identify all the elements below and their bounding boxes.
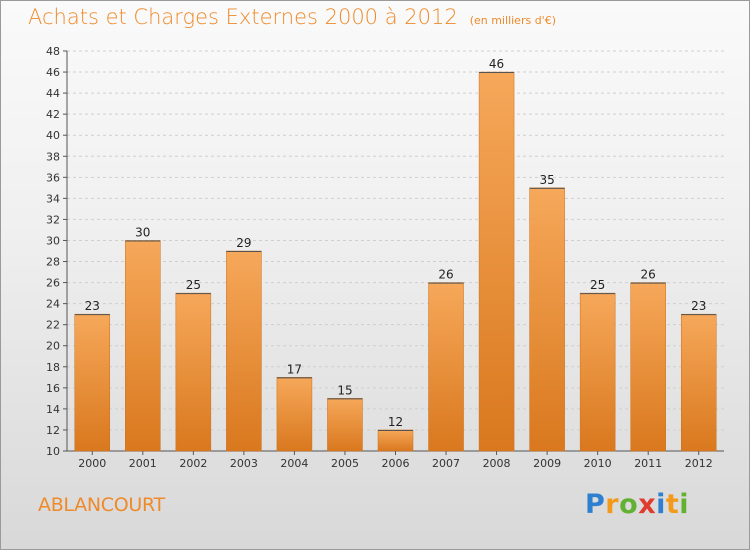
bar-value-label: 23 — [85, 299, 100, 313]
y-tick-label: 10 — [46, 445, 60, 458]
bar — [377, 429, 414, 452]
y-tick-label: 32 — [46, 213, 60, 226]
proxiti-logo[interactable]: Proxiti — [585, 489, 689, 520]
y-tick-label: 16 — [46, 382, 60, 395]
x-tick-label: 2001 — [129, 457, 157, 470]
y-tick-label: 40 — [46, 129, 60, 142]
y-tick-label: 20 — [46, 340, 60, 353]
y-tick-label: 12 — [46, 424, 60, 437]
bars — [74, 71, 717, 452]
bar-value-label: 30 — [135, 225, 150, 239]
x-tick-label: 2011 — [634, 457, 662, 470]
bar-value-label: 26 — [641, 268, 656, 282]
x-tick-label: 2005 — [331, 457, 359, 470]
bar-value-label: 46 — [489, 57, 504, 71]
y-tick-label: 46 — [46, 66, 60, 79]
y-tick-label: 44 — [46, 87, 60, 100]
x-tick-label: 2002 — [179, 457, 207, 470]
bar — [529, 187, 565, 452]
y-tick-label: 26 — [46, 277, 60, 290]
bar — [226, 250, 262, 452]
x-tick-label: 2009 — [533, 457, 561, 470]
bar — [680, 313, 717, 452]
bar — [125, 240, 161, 452]
bar-value-label: 23 — [691, 299, 706, 313]
bar — [579, 292, 616, 452]
bar-value-label: 17 — [287, 362, 302, 376]
tick-labels: 10 12 14 16 18 20 22 24 26 28 30 32 34 36 38 40 42 44 46 48… — [46, 45, 713, 470]
y-tick-label: 30 — [46, 234, 60, 247]
axes — [63, 50, 724, 455]
bar-value-label: 35 — [539, 173, 554, 187]
bar — [478, 71, 515, 452]
title-unit: (en milliers d'€) — [469, 14, 556, 27]
gridlines — [67, 50, 724, 431]
y-tick-label: 14 — [46, 403, 60, 416]
x-tick-label: 2003 — [230, 457, 258, 470]
bar-value-label: 26 — [438, 268, 453, 282]
bar-value-label: 29 — [236, 236, 251, 250]
logo-letter: i — [679, 489, 690, 520]
y-tick-label: 42 — [46, 108, 60, 121]
y-tick-label: 48 — [46, 45, 60, 58]
y-tick-label: 28 — [46, 256, 60, 269]
y-tick-label: 34 — [46, 192, 60, 205]
logo-letter: r — [605, 489, 620, 520]
bar — [327, 398, 363, 452]
bar — [175, 292, 212, 452]
bar — [276, 377, 313, 452]
logo-letter: i — [656, 489, 666, 520]
y-tick-label: 38 — [46, 150, 60, 163]
x-tick-label: 2006 — [382, 457, 410, 470]
bar-value-label: 25 — [186, 278, 201, 292]
chart-title: Achats et Charges Externes 2000 à 2012 (e… — [28, 5, 556, 29]
logo-letter: x — [638, 489, 657, 520]
logo-letter: P — [585, 489, 606, 520]
y-tick-label: 18 — [46, 361, 60, 374]
bar-value-label: 15 — [337, 383, 352, 397]
y-tick-label: 24 — [46, 298, 60, 311]
x-tick-label: 2004 — [280, 457, 308, 470]
x-tick-label: 2010 — [584, 457, 612, 470]
bar-value-label: 25 — [590, 278, 605, 292]
x-tick-label: 2012 — [685, 457, 713, 470]
data-labels: 23 30 25 29 17 15 12 26 46 35 25 26 23 — [85, 57, 707, 429]
x-tick-label: 2008 — [483, 457, 511, 470]
bar-value-label: 12 — [388, 415, 403, 429]
commune-name: ABLANCOURT — [38, 494, 165, 516]
x-tick-label: 2000 — [78, 457, 106, 470]
logo-letter: o — [619, 489, 639, 520]
bar — [428, 282, 464, 452]
x-tick-label: 2007 — [432, 457, 460, 470]
y-tick-label: 36 — [46, 171, 60, 184]
bar — [630, 282, 666, 452]
bar — [74, 313, 111, 452]
logo-letter: t — [665, 489, 680, 520]
title-main: Achats et Charges Externes 2000 à 2012 — [28, 5, 458, 29]
y-tick-label: 22 — [46, 319, 60, 332]
